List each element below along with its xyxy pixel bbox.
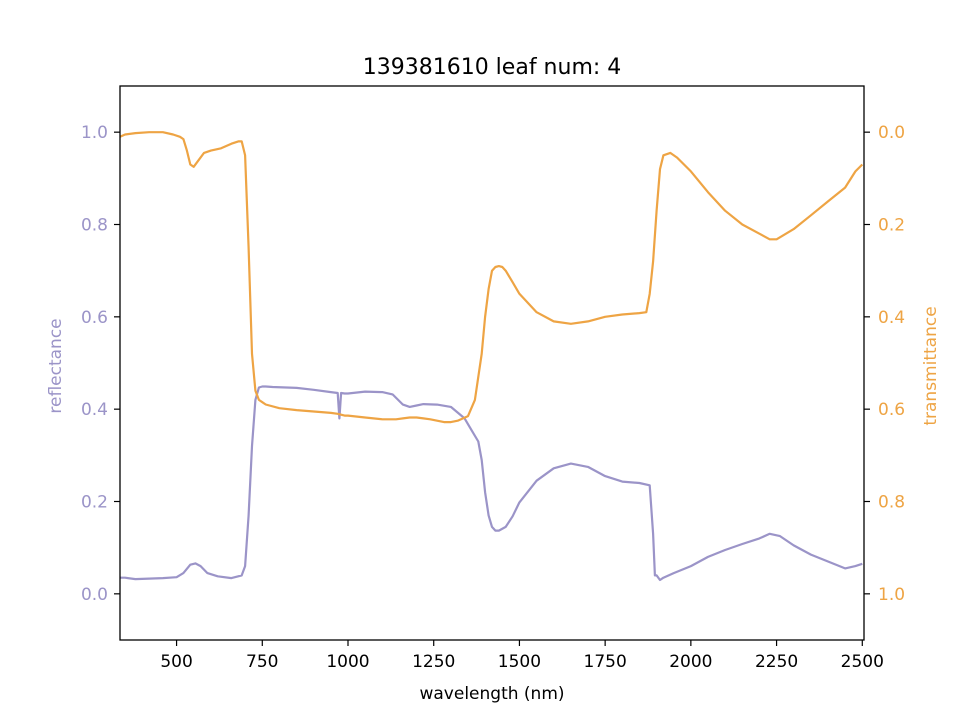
x-tick-label: 1250 [412,652,455,672]
y-left-tick-label: 0.8 [81,216,108,236]
y-right-tick-label: 0.2 [878,216,905,236]
y-right-axis-label: transmittance [921,306,941,425]
y-right-tick-label: 0.0 [878,123,905,143]
x-tick-label: 2500 [841,652,884,672]
y-right-tick-label: 0.4 [878,308,905,328]
x-tick-label: 2000 [669,652,712,672]
y-left-tick-label: 0.0 [81,585,108,605]
plot-frame [119,85,865,641]
x-tick-label: 500 [160,652,192,672]
y-right-tick-label: 1.0 [878,585,905,605]
y-right-axis-ticks: 0.0 0.2 0.4 0.6 0.8 1.0 [864,123,905,605]
x-axis-ticks: 500 750 1000 1250 1500 1750 2000 2250 2500 [160,640,884,672]
chart-title: 139381610 leaf num: 4 [363,55,622,80]
x-axis-label: wavelength (nm) [419,684,564,704]
y-left-tick-label: 1.0 [81,123,108,143]
axes-layer [119,85,865,641]
x-tick-label: 750 [246,652,278,672]
y-right-tick-label: 0.8 [878,493,905,513]
y-left-axis-ticks: 0.0 0.2 0.4 0.6 0.8 1.0 [81,123,120,605]
reflectance-line [120,385,863,582]
series-layer [119,131,864,582]
y-left-axis-label: reflectance [46,318,66,413]
x-tick-label: 2250 [755,652,798,672]
y-left-tick-label: 0.6 [81,308,108,328]
transmittance-line [119,131,864,424]
y-right-tick-label: 0.6 [878,400,905,420]
x-tick-label: 1000 [326,652,369,672]
x-tick-label: 1750 [584,652,627,672]
x-tick-label: 1500 [498,652,541,672]
y-left-tick-label: 0.2 [81,493,108,513]
y-left-tick-label: 0.4 [81,400,108,420]
